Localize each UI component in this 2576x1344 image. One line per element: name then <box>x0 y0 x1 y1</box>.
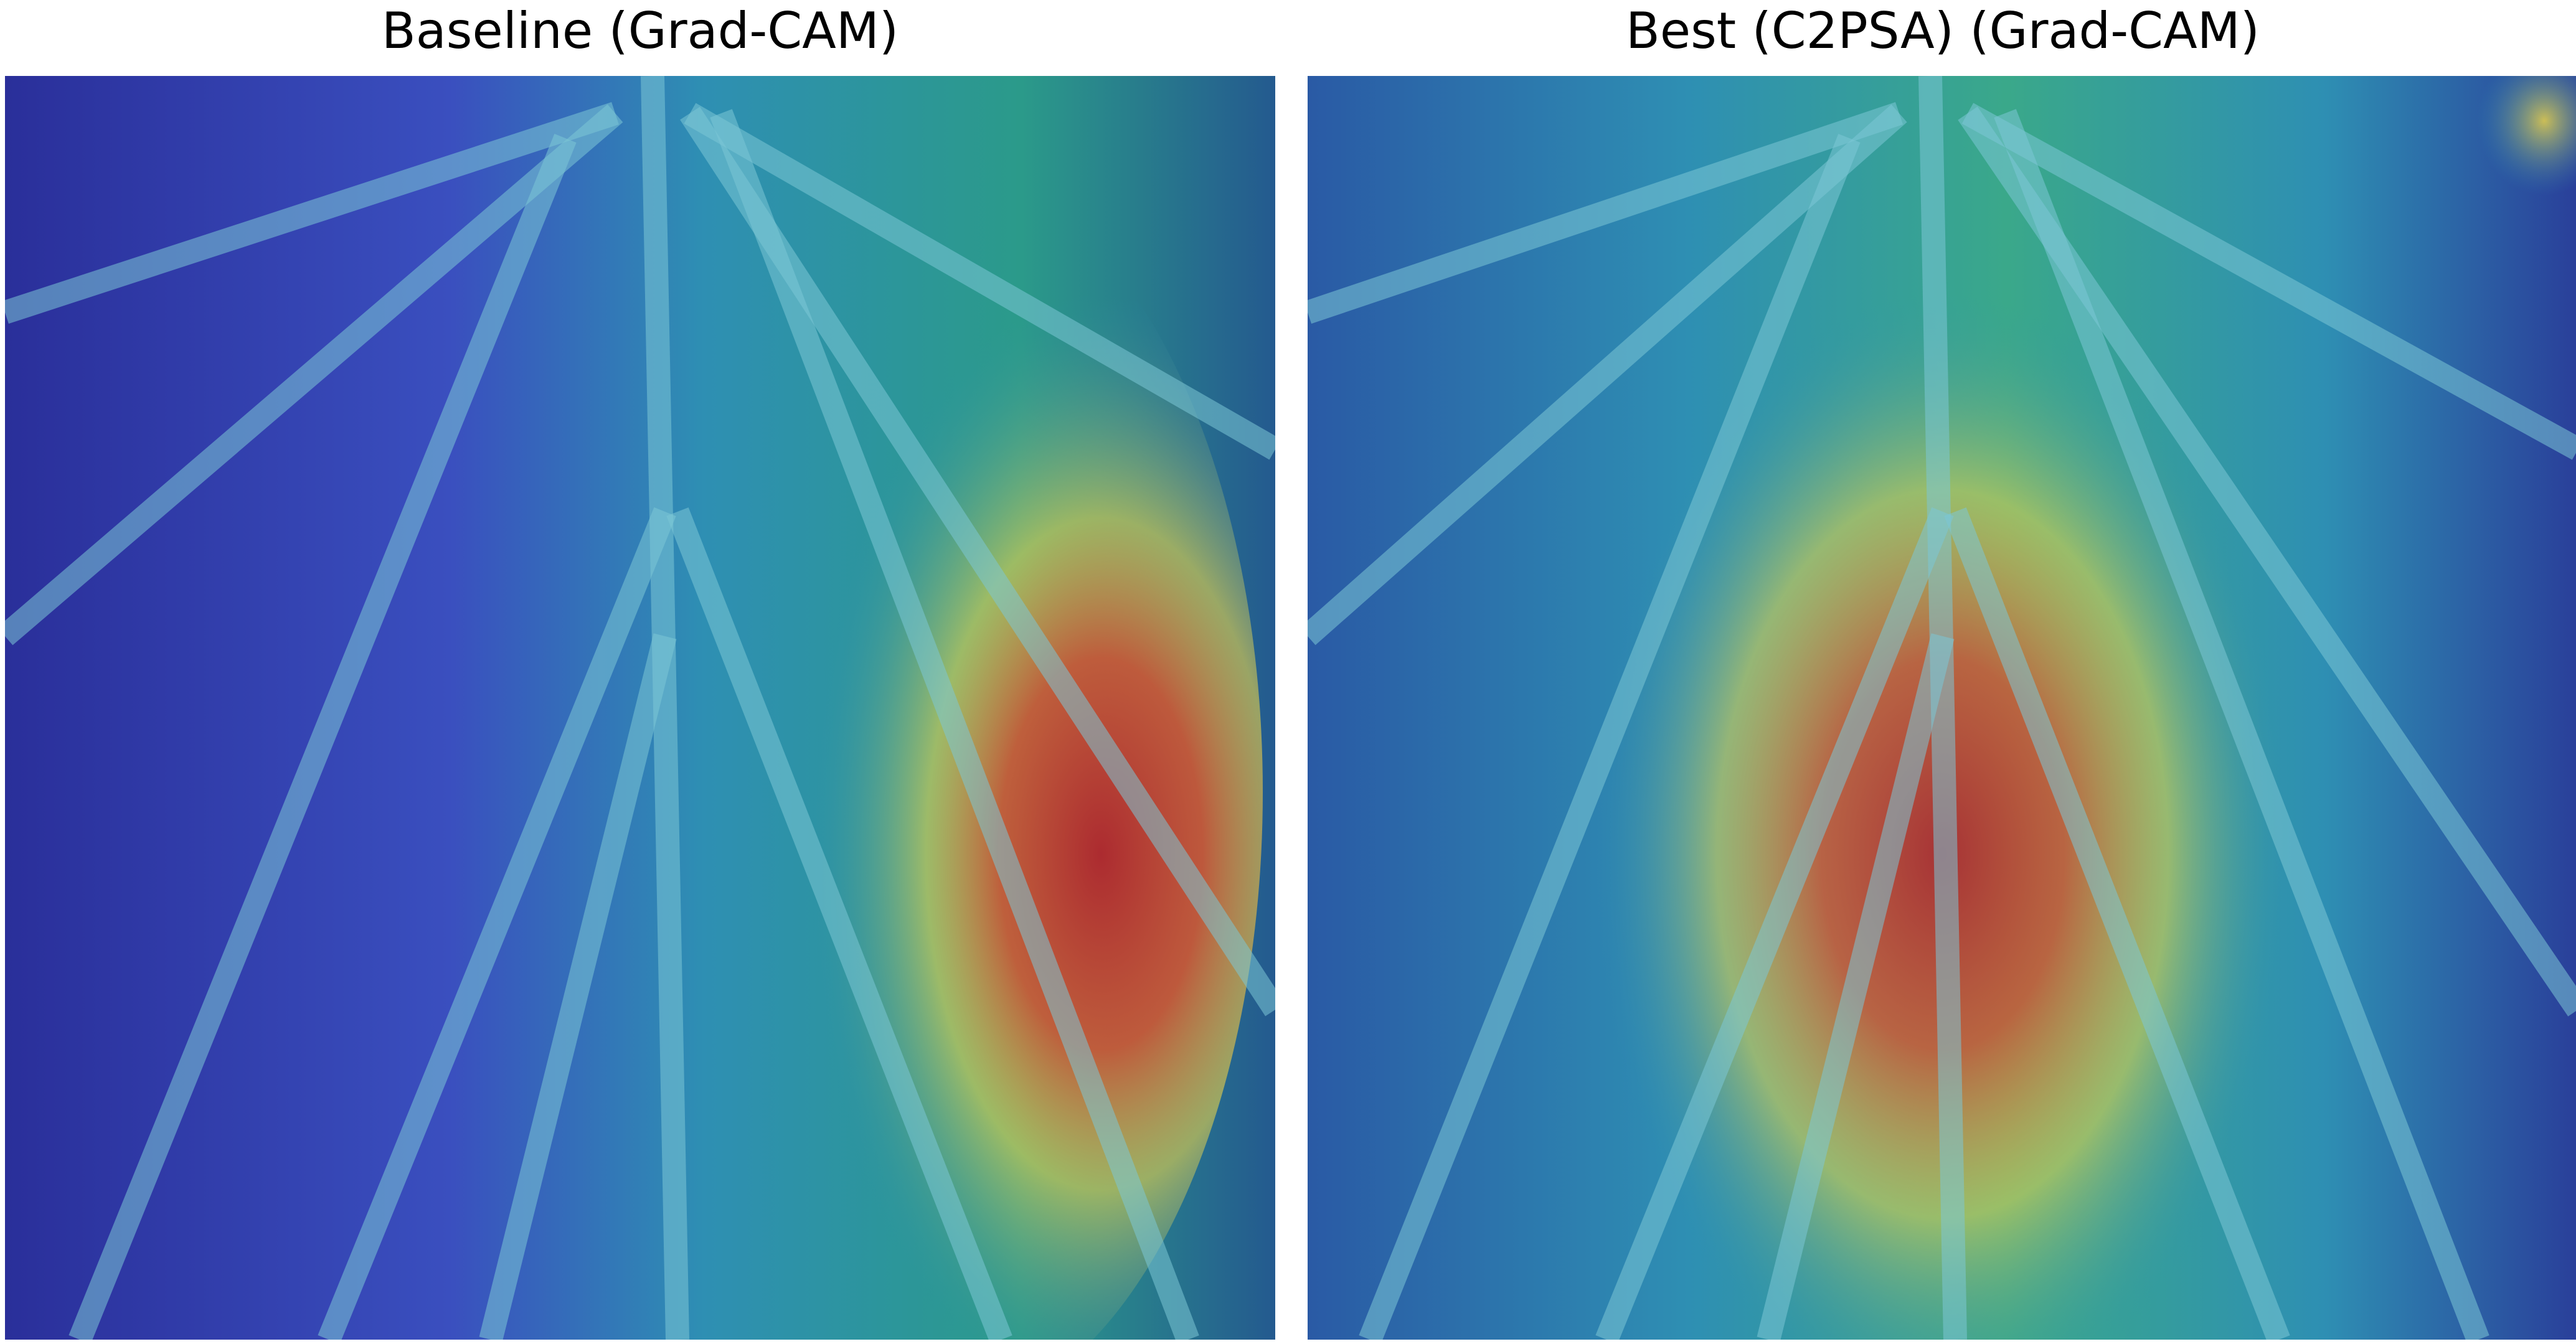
best-c2psa-panel: Best (C2PSA) (Grad-CAM) <box>1308 0 2576 1344</box>
baseline-panel: Baseline (Grad-CAM) <box>5 0 1275 1344</box>
baseline-gradcam-image <box>5 76 1275 1340</box>
best-c2psa-heatmap <box>1308 76 2576 1340</box>
best-c2psa-gradcam-image <box>1308 76 2576 1340</box>
best-c2psa-title: Best (C2PSA) (Grad-CAM) <box>1625 2 2260 60</box>
baseline-heatmap <box>5 76 1275 1340</box>
baseline-title: Baseline (Grad-CAM) <box>381 2 899 60</box>
